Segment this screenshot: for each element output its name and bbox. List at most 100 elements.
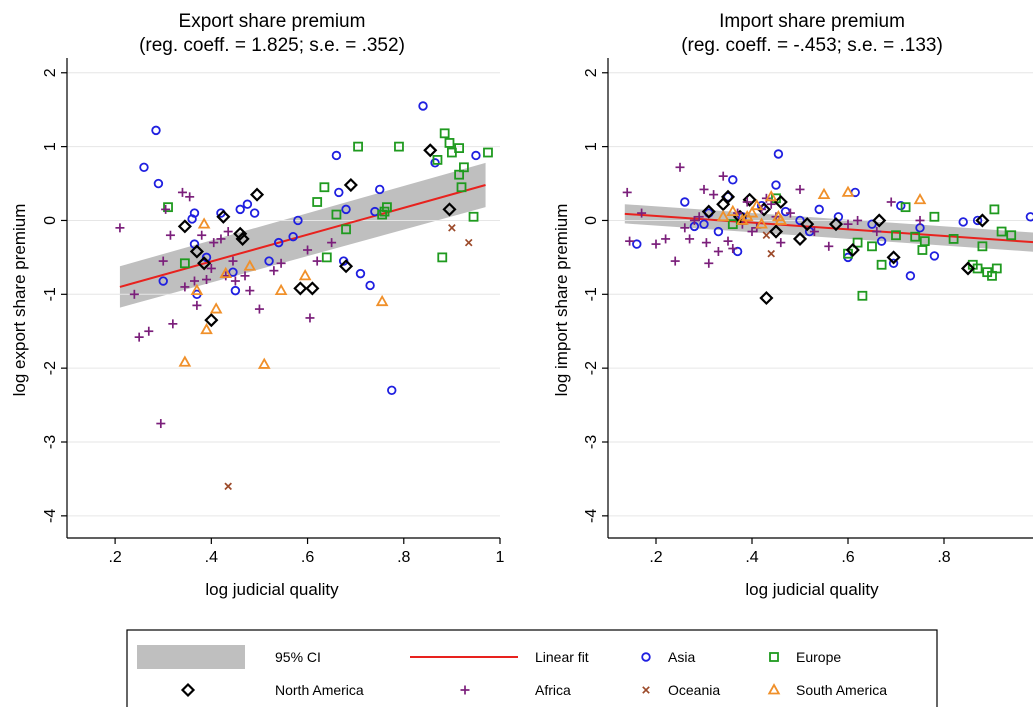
export-point-north-america [233,226,248,241]
import-point-asia [728,175,738,185]
import-point-asia [632,239,642,249]
export-series-oceania [224,224,473,491]
import-point-africa [824,241,834,251]
import-point-asia [814,204,824,215]
export-point-africa [221,271,231,281]
import-point-asia [780,206,791,217]
export-point-africa [161,204,171,214]
import-point-south-america [755,217,768,229]
import-point-africa [915,215,925,225]
export-point-africa [223,227,233,237]
export-point-asia [228,267,238,277]
export-point-europe [483,147,493,158]
import-point-africa [685,234,695,244]
export-x-tick-label: .2 [108,549,121,566]
legend-key-95-ci [137,645,245,669]
export-point-north-america [305,281,320,296]
import-point-north-america [768,224,784,239]
export-point-asia [331,150,342,161]
export-point-asia [153,178,164,189]
import-point-south-america [716,209,730,222]
export-point-asia [365,280,375,291]
import-point-africa [733,208,743,218]
import-point-asia [972,215,983,226]
export-y-tick-label: -1 [42,287,59,301]
export-point-north-america [442,202,457,217]
export-point-africa [206,263,216,273]
legend-label: Europe [796,649,841,665]
import-point-europe [857,290,868,301]
import-x-tick-label: .4 [745,549,758,566]
export-share-panel: Export share premium (reg. coeff. = 1.82… [10,11,505,599]
export-point-north-america [235,231,250,246]
legend-items: 95% CI Linear fit Asia Europe North America A… [137,645,887,698]
export-point-africa [276,258,286,268]
import-series-africa [622,162,925,268]
import-point-africa [694,212,704,222]
export-point-europe [163,202,173,213]
export-point-africa [185,192,195,202]
export-point-asia [235,204,245,215]
export-point-asia [264,256,274,266]
import-points-layer [622,149,1033,306]
import-y-tick-label: 1 [583,142,600,151]
legend-item-linear-fit: Linear fit [410,649,589,665]
export-point-africa [245,286,255,296]
import-point-africa [622,187,632,197]
export-point-south-america [209,302,223,314]
import-x-tick-label: .8 [937,549,950,566]
export-point-south-america [257,357,271,369]
import-grid-layer [608,72,1033,517]
import-point-europe [917,245,928,255]
export-point-africa [177,187,187,197]
export-point-africa [156,419,166,429]
import-point-africa [689,215,699,225]
legend-item-south-america: South America [767,682,887,698]
import-point-asia [771,180,781,190]
import-point-europe [1006,230,1017,241]
import-point-south-america [841,185,855,197]
export-point-africa [168,319,178,329]
import-point-asia [905,271,916,281]
import-point-north-america [742,192,757,207]
export-point-asia [375,184,385,195]
import-point-asia [773,149,784,159]
import-panel-subtitle: (reg. coeff. = -.453; s.e. = .133) [681,35,943,56]
import-point-south-america [764,190,778,202]
import-point-oceania [767,249,776,258]
import-y-tick-label: -4 [583,509,600,523]
import-panel-xlabel: log judicial quality [745,580,879,599]
import-point-south-america [726,204,740,217]
export-axes-layer: .2 .4 .6 .8 1 -4 -3 -2 -1 0 1 2 [42,58,505,566]
import-point-europe [948,234,959,244]
import-point-south-america [817,187,831,200]
legend-label: Linear fit [535,649,589,665]
export-point-africa [134,332,144,342]
import-point-africa [625,236,635,246]
import-point-europe [910,231,921,242]
import-series-north-america [701,189,990,306]
export-point-europe [439,128,450,139]
export-point-europe [437,252,448,263]
legend-label: North America [275,682,364,698]
export-point-africa [240,271,250,281]
export-point-africa [180,282,190,292]
import-point-africa [747,227,757,237]
legend-label: Oceania [668,682,720,698]
import-x-tick-label: .6 [841,549,854,566]
import-point-africa [704,258,714,268]
export-point-north-america [423,143,438,158]
import-point-africa [728,244,738,254]
export-y-tick-label: -2 [42,361,59,375]
export-point-africa [144,326,154,336]
export-points-layer [115,101,493,491]
export-point-africa [327,238,337,248]
export-point-africa [230,276,240,286]
legend-item-oceania: Oceania [642,682,720,698]
export-point-europe [468,211,479,222]
export-point-europe [331,209,342,220]
import-point-north-america [845,242,860,258]
export-point-north-america [177,219,192,234]
import-point-africa [761,193,771,203]
